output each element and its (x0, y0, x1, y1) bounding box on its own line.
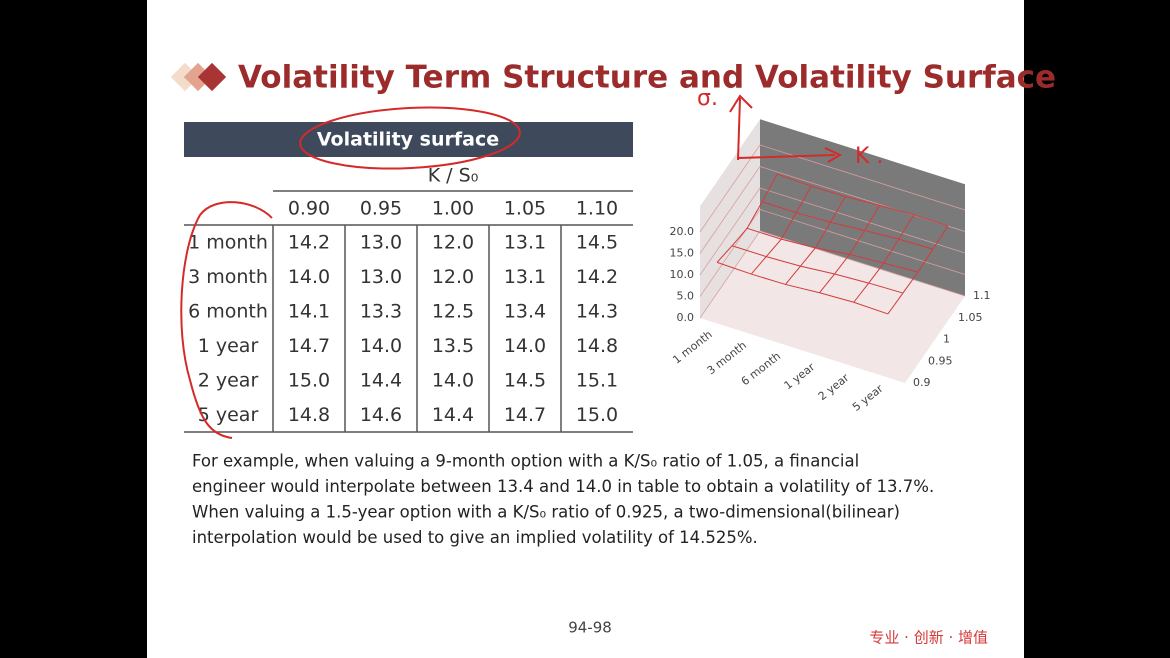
annotation: σ. (697, 86, 718, 111)
paragraph-line: For example, when valuing a 9-month opti… (192, 452, 859, 471)
table-rules (184, 190, 633, 433)
z-tick-label: 10.0 (670, 268, 695, 281)
cell: 12.0 (432, 266, 474, 288)
cell: 15.0 (576, 404, 618, 426)
z-tick-label: 15.0 (670, 247, 695, 260)
cell: 13.0 (360, 232, 402, 254)
z-tick-label: 5.0 (677, 290, 695, 303)
column-header: 0.90 (288, 198, 330, 220)
paragraph-line: interpolation would be used to give an i… (192, 528, 758, 547)
cell: 14.4 (432, 404, 474, 426)
surface-line (746, 227, 919, 273)
depth-tick-label: 0.95 (928, 354, 953, 367)
cell: 13.1 (504, 266, 546, 288)
surface-line (761, 201, 934, 250)
column-header: 1.10 (576, 198, 618, 220)
row-label: 6 month (188, 301, 268, 323)
cell: 13.1 (504, 232, 546, 254)
side-wall (700, 119, 760, 318)
cell: 13.0 (360, 266, 402, 288)
page-number: 94-98 (568, 619, 612, 637)
paragraph-line: engineer would interpolate between 13.4 … (192, 477, 934, 496)
surface-line (716, 261, 889, 315)
column-header: 0.95 (360, 198, 402, 220)
surface-line (776, 173, 949, 227)
paragraph: For example, when valuing a 9-month opti… (192, 452, 934, 548)
cell: 14.8 (288, 404, 330, 426)
surface-line (731, 245, 904, 294)
cell: 12.5 (432, 301, 474, 323)
depth-tick-label: 0.9 (913, 376, 931, 389)
cell: 14.5 (504, 370, 546, 392)
grid-line (699, 144, 966, 233)
slide-title: Volatility Term Structure and Volatility… (238, 60, 1056, 96)
cell: 13.5 (432, 335, 474, 357)
grid-line (699, 230, 966, 319)
cell: 14.2 (576, 266, 618, 288)
table: 0.90 0.95 1.00 1.05 1.10 1 month 14.2 13.0 12.0 1… (188, 198, 618, 427)
slogan: 专业 · 创新 · 增值 (869, 629, 988, 647)
cell: 14.1 (288, 301, 330, 323)
floor (700, 231, 965, 383)
cell: 14.8 (576, 335, 618, 357)
grid-line (699, 187, 966, 276)
cell: 14.0 (432, 370, 474, 392)
depth-tick-label: 1.05 (958, 311, 983, 324)
depth-tick-label: 1.1 (973, 289, 991, 302)
column-axis-label: K / S₀ (428, 165, 479, 187)
row-label: 1 month (188, 232, 268, 254)
back-wall (760, 119, 965, 296)
cell: 13.3 (360, 301, 402, 323)
cell: 14.0 (360, 335, 402, 357)
row-label: 5 year (198, 404, 259, 426)
cell: 14.7 (504, 404, 546, 426)
grid-line (699, 209, 966, 297)
z-tick-label: 20.0 (670, 225, 695, 238)
depth-tick-label: 1 (943, 333, 950, 346)
cell: 14.6 (360, 404, 402, 426)
column-header: 1.05 (504, 198, 546, 220)
cell: 14.0 (504, 335, 546, 357)
cell: 14.3 (576, 301, 618, 323)
cell: 15.0 (288, 370, 330, 392)
z-tick-label: 0.0 (677, 311, 695, 324)
row-label: 1 year (198, 335, 259, 357)
cell: 14.2 (288, 232, 330, 254)
cell: 14.5 (576, 232, 618, 254)
row-label: 3 month (188, 266, 268, 288)
cell: 12.0 (432, 232, 474, 254)
annotation: K . (855, 144, 883, 169)
cell: 14.4 (360, 370, 402, 392)
column-header: 1.00 (432, 198, 474, 220)
table-caption: Volatility surface (317, 129, 499, 151)
handwriting (180, 94, 843, 439)
row-label: 2 year (198, 370, 259, 392)
cell: 14.7 (288, 335, 330, 357)
table-caption-bar (184, 122, 633, 157)
paragraph-line: When valuing a 1.5-year option with a K/… (192, 503, 900, 522)
cell: 14.0 (288, 266, 330, 288)
cell: 15.1 (576, 370, 618, 392)
cell: 13.4 (504, 301, 546, 323)
